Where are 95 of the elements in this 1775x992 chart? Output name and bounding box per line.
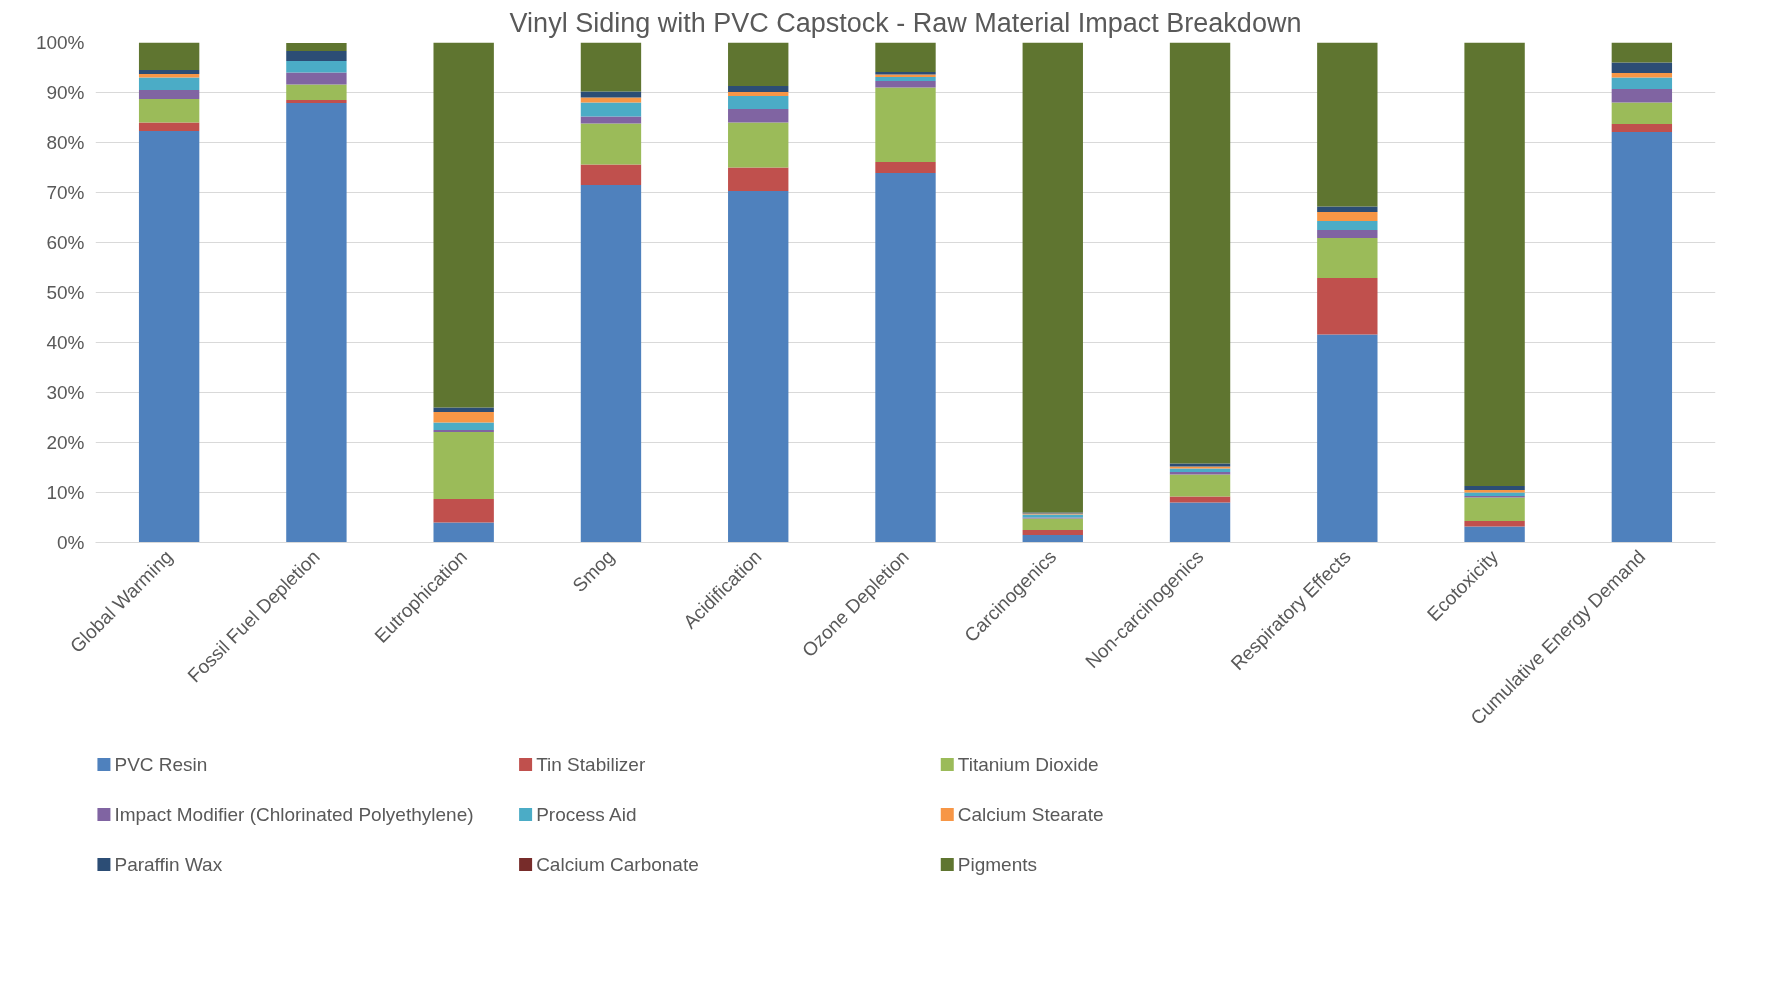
bar — [138, 77, 200, 90]
bar — [433, 407, 494, 412]
legend-label: Calcium Stearate — [957, 804, 1104, 825]
bar — [286, 84, 347, 100]
legend-label: PVC Resin — [114, 754, 208, 775]
bar — [138, 90, 200, 99]
y-tick-label: 20% — [46, 432, 85, 453]
bar — [1464, 521, 1525, 527]
chart-title: Vinyl Siding with PVC Capstock - Raw Material Impact Breakdown — [509, 7, 1302, 38]
bar — [1169, 474, 1231, 497]
bar — [138, 131, 200, 543]
bar — [1022, 518, 1083, 530]
y-tick-label: 0% — [57, 532, 85, 553]
bar — [1611, 62, 1673, 73]
bar — [138, 70, 200, 74]
bar — [1464, 497, 1525, 521]
bar — [875, 162, 936, 173]
y-tick-label: 10% — [46, 482, 85, 503]
bar — [1317, 206, 1378, 212]
bar — [580, 164, 642, 185]
bar — [286, 103, 347, 543]
bar — [580, 97, 642, 103]
y-tick-label: 70% — [46, 182, 85, 203]
bar — [728, 109, 789, 123]
bar — [1611, 102, 1673, 124]
y-tick-label: 90% — [46, 82, 85, 103]
bar — [875, 77, 936, 81]
bar — [1317, 230, 1378, 238]
bar — [1022, 530, 1083, 535]
bar — [1317, 278, 1378, 335]
bar — [286, 61, 347, 73]
bar — [1169, 472, 1231, 475]
bar — [433, 522, 494, 543]
bar — [875, 87, 936, 162]
bar — [1611, 77, 1673, 89]
bar — [433, 42, 494, 408]
bar — [728, 42, 789, 86]
legend-label: Paraffin Wax — [114, 854, 223, 875]
bar — [580, 116, 642, 124]
legend-label: Tin Stabilizer — [536, 754, 646, 775]
bar — [1317, 238, 1378, 278]
bar — [1464, 526, 1525, 543]
bar — [1022, 535, 1083, 543]
bar — [875, 173, 936, 543]
bar — [138, 74, 200, 78]
y-tick-label: 30% — [46, 382, 85, 403]
bar — [580, 123, 642, 165]
bar — [1317, 221, 1378, 230]
bar — [580, 91, 642, 98]
bar — [1611, 89, 1673, 103]
bar — [1611, 124, 1673, 132]
bar — [286, 43, 347, 51]
bar — [433, 432, 494, 499]
bar — [1169, 502, 1231, 543]
y-tick-label: 40% — [46, 332, 85, 353]
bar — [875, 81, 936, 88]
bar — [433, 422, 494, 430]
y-tick-label: 80% — [46, 132, 85, 153]
y-tick-label: 100% — [35, 32, 85, 53]
bar — [728, 86, 789, 92]
bar — [433, 412, 494, 423]
bar — [1317, 212, 1378, 221]
bar — [1317, 42, 1378, 207]
bar — [728, 96, 789, 109]
bar — [1169, 496, 1231, 503]
bar — [138, 99, 200, 123]
bar — [580, 42, 642, 92]
bar — [1611, 73, 1673, 78]
bar — [286, 72, 347, 85]
bar — [286, 100, 347, 103]
legend-label: Calcium Carbonate — [536, 854, 699, 875]
bar — [728, 191, 789, 543]
legend-label: Impact Modifier (Chlorinated Polyethylene) — [114, 804, 474, 825]
bar — [1169, 42, 1231, 464]
bar — [138, 42, 200, 70]
bar — [728, 167, 789, 191]
bar — [1464, 42, 1525, 486]
legend-label: Pigments — [957, 854, 1038, 875]
bar — [286, 51, 347, 61]
bar — [580, 102, 642, 117]
bar — [1611, 42, 1673, 63]
bar — [138, 122, 200, 131]
bar — [875, 42, 936, 72]
bar — [1464, 486, 1525, 490]
legend-label: Process Aid — [536, 804, 637, 825]
bar — [728, 92, 789, 96]
legend-label: Titanium Dioxide — [957, 754, 1099, 775]
bar — [1317, 334, 1378, 543]
bar — [433, 499, 494, 523]
bar — [728, 122, 789, 168]
bar — [1611, 132, 1673, 543]
y-tick-label: 60% — [46, 232, 85, 253]
bar — [1022, 42, 1083, 513]
y-tick-label: 50% — [46, 282, 85, 303]
bar — [580, 185, 642, 543]
